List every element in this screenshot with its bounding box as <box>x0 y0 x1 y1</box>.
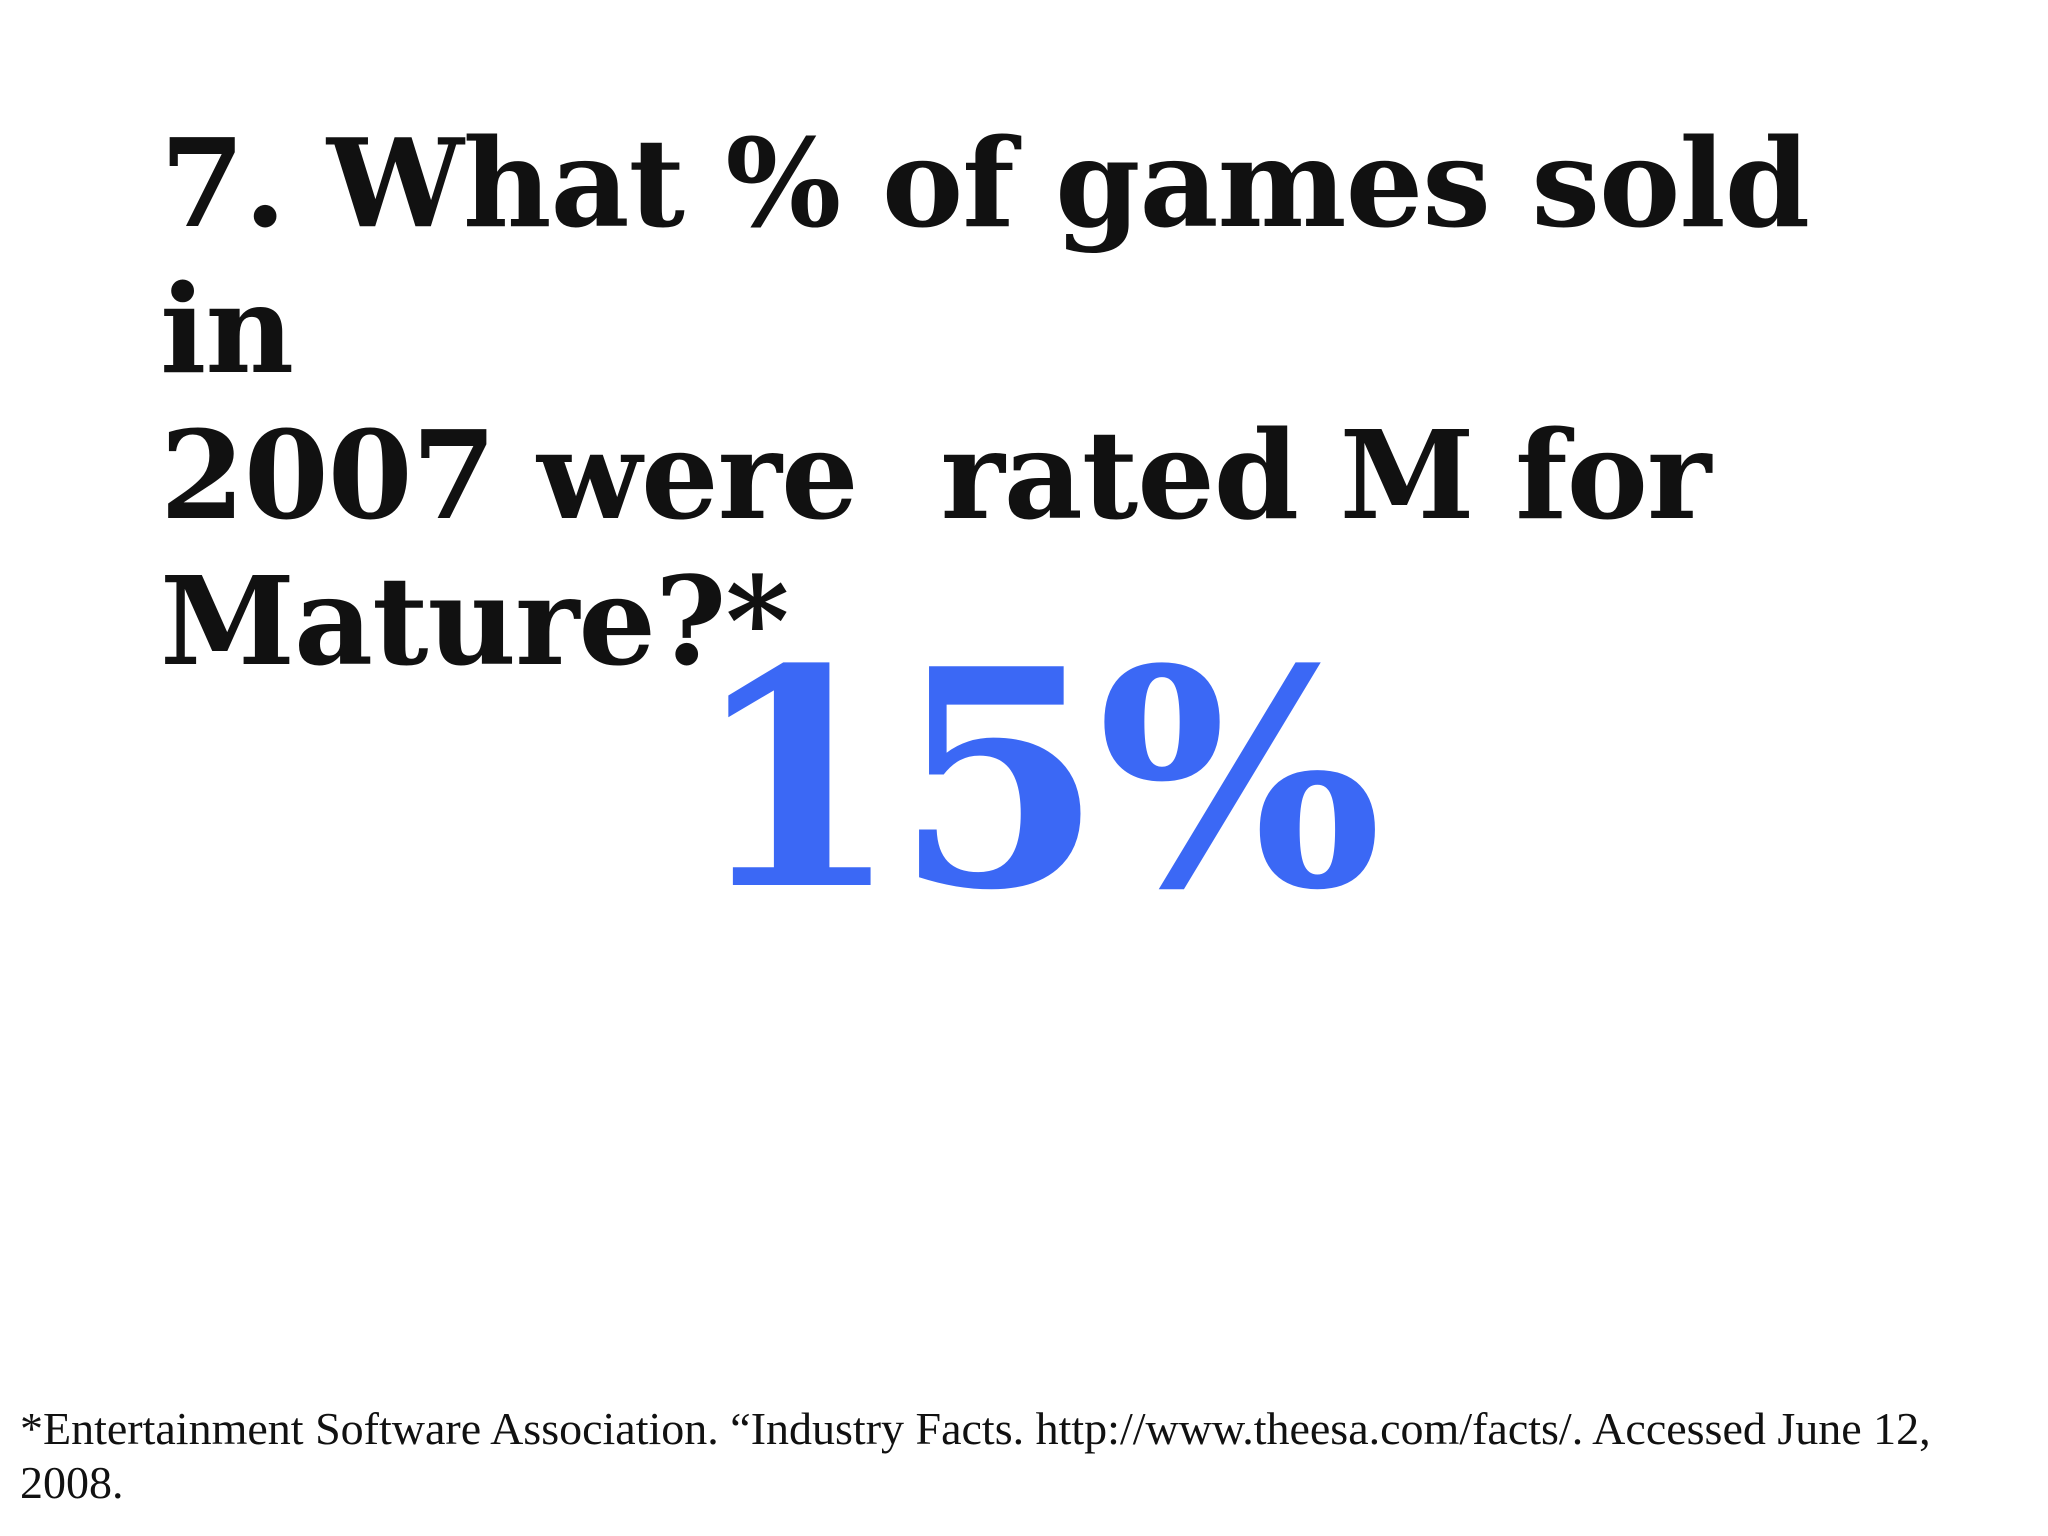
question-heading: 7. What % of games sold in 2007 were rat… <box>160 111 1810 693</box>
answer-value: 15% <box>691 603 1383 956</box>
source-footnote: *Entertainment Software Association. “In… <box>20 1403 1931 1508</box>
